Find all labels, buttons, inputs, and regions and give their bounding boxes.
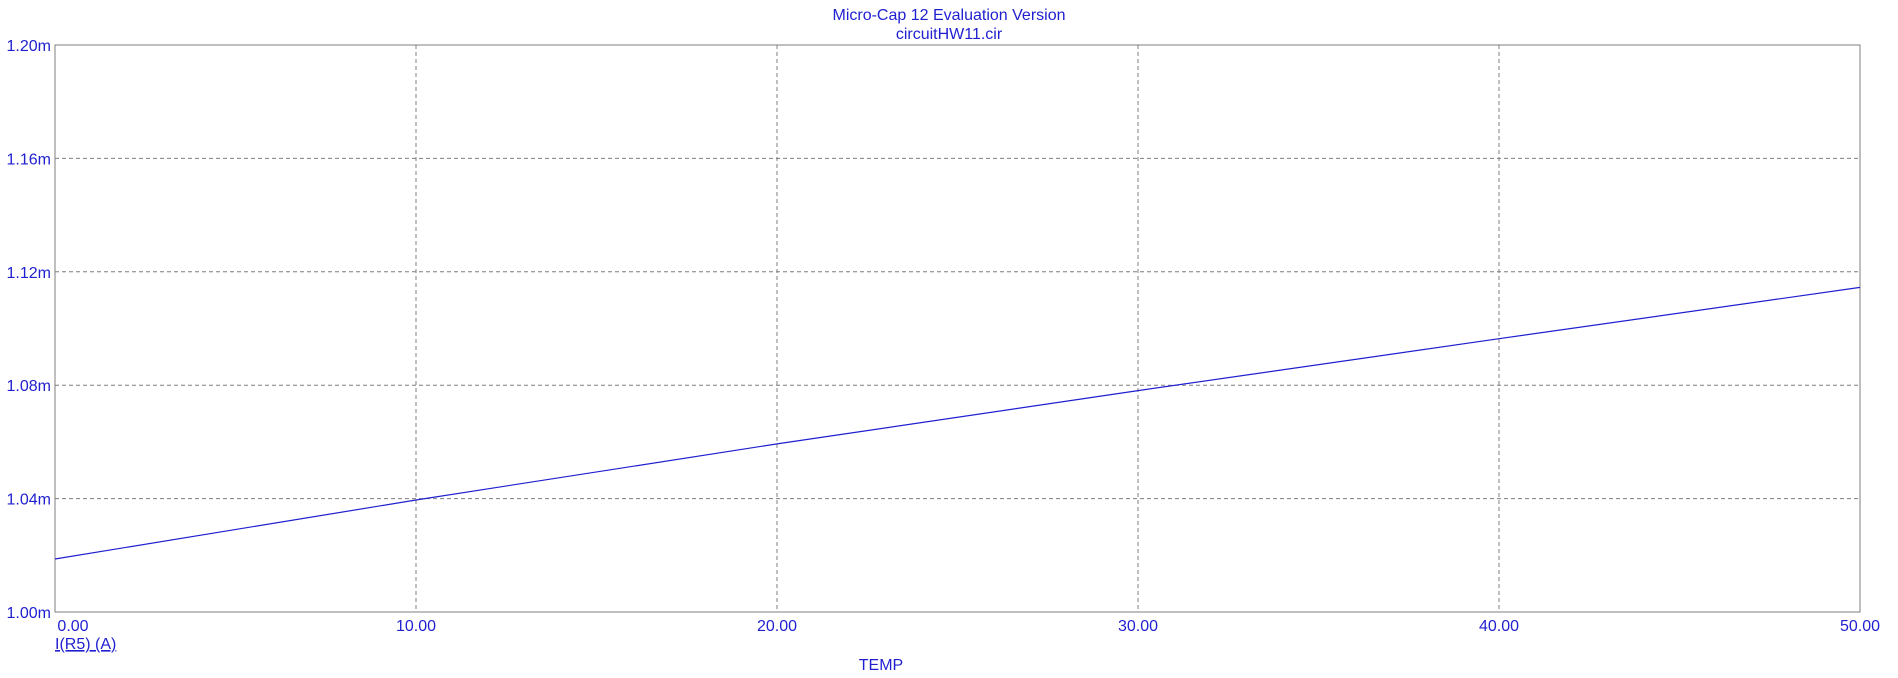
x-tick-label: 50.00: [1840, 618, 1880, 635]
y-tick-label: 1.12m: [7, 265, 51, 282]
chart-subtitle: circuitHW11.cir: [896, 26, 1003, 43]
series-line-i-r5: [54, 286, 1861, 560]
chart-title: Micro-Cap 12 Evaluation Version: [832, 7, 1065, 24]
x-tick-label: 10.00: [396, 618, 436, 635]
y-axis-label[interactable]: I(R5) (A): [55, 636, 116, 653]
y-axis-ticks: 1.00m 1.04m 1.08m 1.12m 1.16m 1.20m: [7, 38, 51, 622]
y-tick-label: 1.04m: [7, 492, 51, 509]
plot-frame: [54, 44, 1861, 613]
y-tick-label: 1.08m: [7, 378, 51, 395]
x-tick-label: 0.00: [57, 618, 88, 635]
grid-lines: [55, 45, 1860, 612]
x-tick-label: 40.00: [1479, 618, 1519, 635]
x-tick-label: 20.00: [757, 618, 797, 635]
y-tick-label: 1.20m: [7, 38, 51, 55]
x-axis-label: TEMP: [859, 657, 903, 674]
y-tick-label: 1.16m: [7, 151, 51, 168]
x-tick-label: 30.00: [1118, 618, 1158, 635]
y-tick-label: 1.00m: [7, 605, 51, 622]
x-axis-ticks: 0.00 10.00 20.00 30.00 40.00 50.00: [57, 618, 1880, 635]
series-group: [54, 286, 1861, 560]
